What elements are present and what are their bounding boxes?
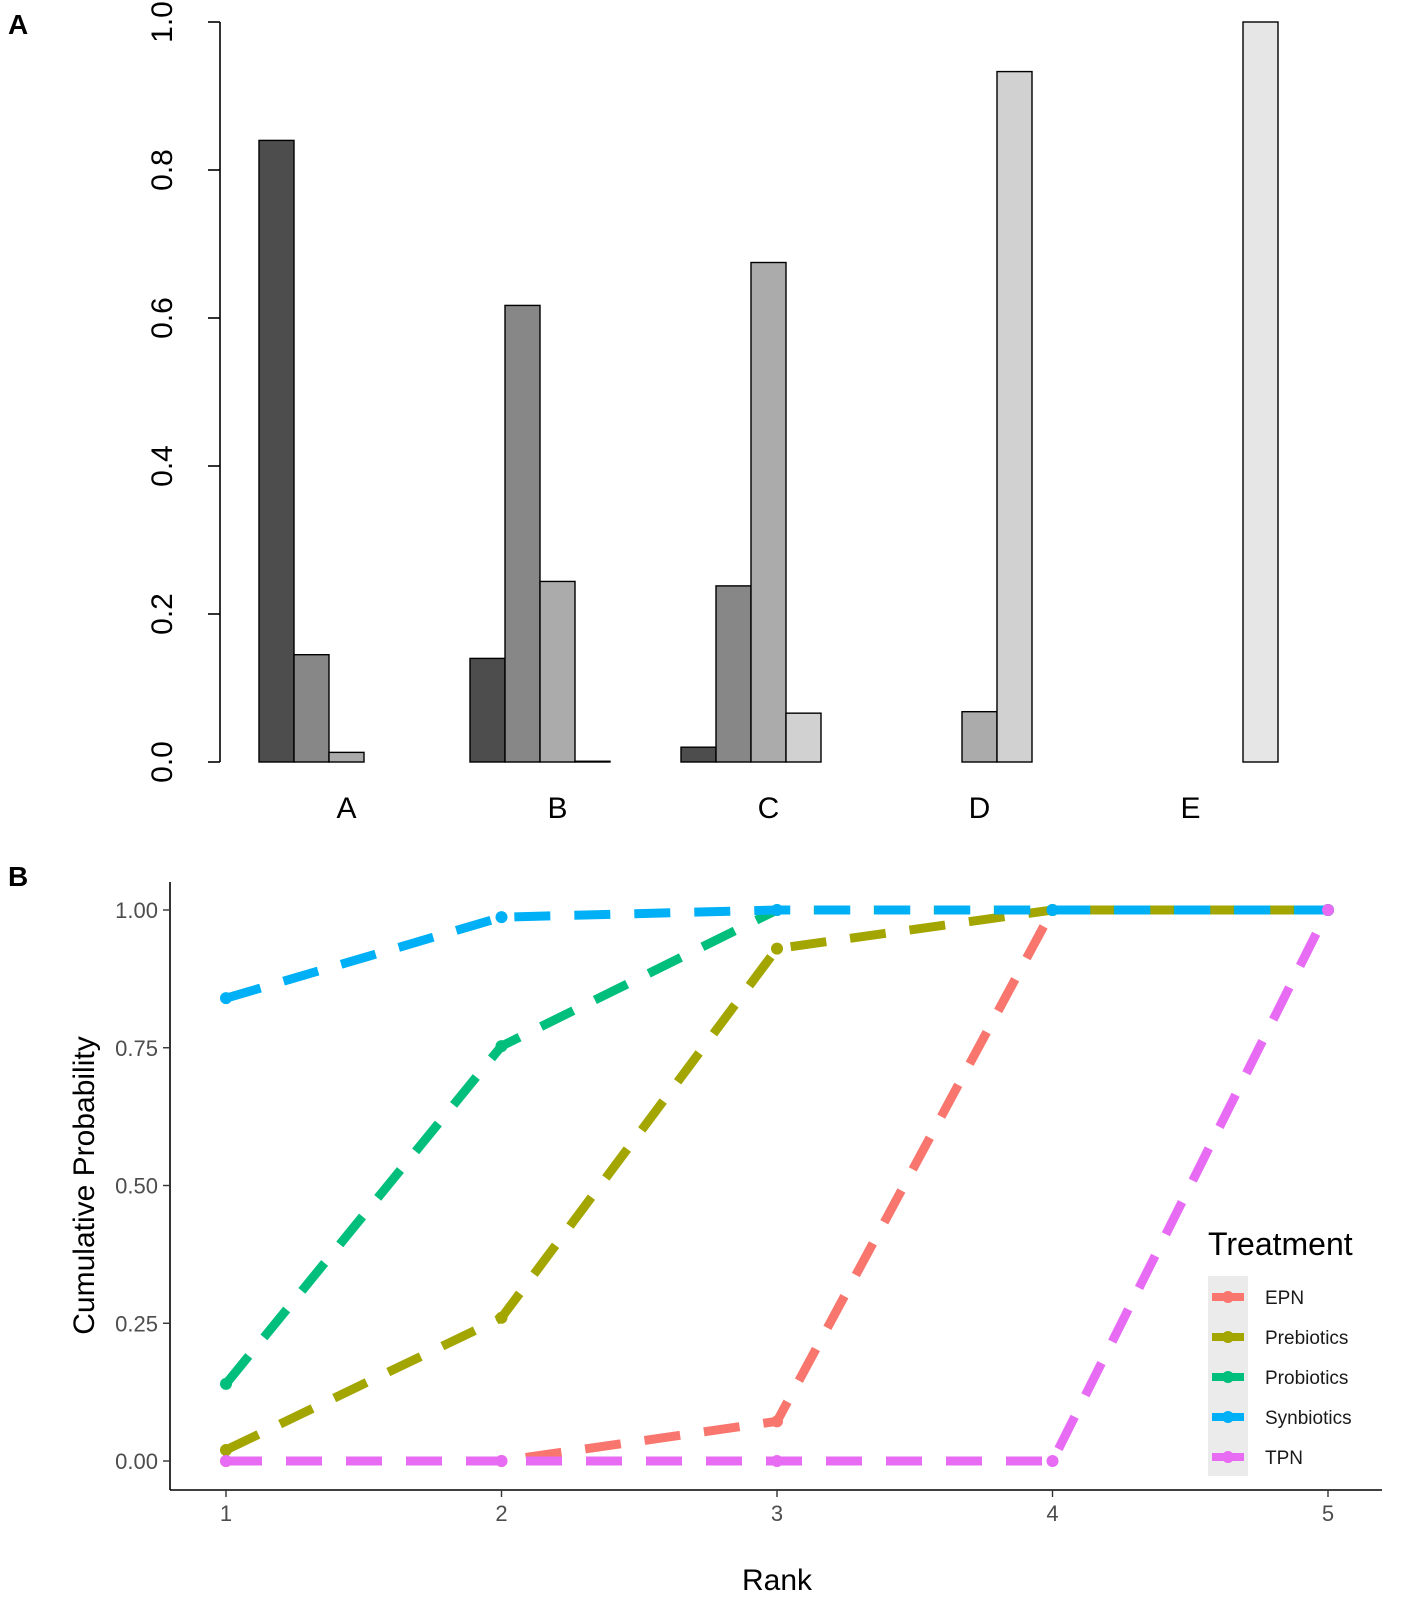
series-line-probiotics bbox=[222, 905, 1328, 1387]
x-tick-label: 3 bbox=[771, 1501, 783, 1526]
bar bbox=[996, 70, 1033, 763]
x-tick-label: 1 bbox=[220, 1501, 232, 1526]
y-tick-label: 1.00 bbox=[115, 898, 158, 923]
data-point bbox=[771, 1455, 783, 1467]
y-tick-label: 0.4 bbox=[146, 445, 179, 487]
bar bbox=[961, 710, 998, 763]
bar bbox=[539, 580, 576, 763]
panel-b-label: B bbox=[8, 861, 28, 892]
series-line-prebiotics bbox=[224, 905, 1328, 1455]
legend: Treatment EPN Prebiotics Probiotics Synbioti… bbox=[1208, 1226, 1353, 1476]
bar bbox=[504, 304, 541, 763]
bar bbox=[258, 139, 295, 763]
panel-a-bar-chart: 0.0 0.2 0.4 0.6 0.8 1.0 A B C D E bbox=[146, 1, 1279, 825]
legend-label: Synbiotics bbox=[1265, 1408, 1352, 1429]
x-tick-label: A bbox=[336, 792, 356, 825]
data-point bbox=[495, 1455, 508, 1467]
x-tick-label: 2 bbox=[495, 1501, 507, 1526]
data-point bbox=[1046, 1455, 1059, 1467]
y-tick-label: 0.50 bbox=[115, 1174, 158, 1199]
x-tick-label: E bbox=[1180, 792, 1200, 825]
x-axis-title: Rank bbox=[742, 1564, 813, 1597]
x-tick-label: 5 bbox=[1322, 1501, 1334, 1526]
legend-key-point bbox=[1222, 1411, 1234, 1423]
legend-key-point bbox=[1222, 1451, 1234, 1463]
bar bbox=[785, 712, 822, 763]
bar bbox=[293, 654, 330, 763]
bar bbox=[328, 751, 365, 763]
data-point bbox=[495, 911, 508, 924]
y-tick-label: 0.2 bbox=[146, 593, 179, 635]
data-point bbox=[495, 1040, 508, 1053]
bar bbox=[1242, 21, 1279, 763]
data-point bbox=[1322, 904, 1334, 916]
legend-label: TPN bbox=[1265, 1448, 1303, 1469]
bar bbox=[715, 585, 752, 763]
legend-key-point bbox=[1222, 1331, 1234, 1343]
legend-title: Treatment bbox=[1208, 1226, 1353, 1262]
x-tick-label: B bbox=[547, 792, 567, 825]
data-point bbox=[771, 942, 783, 955]
legend-label: Prebiotics bbox=[1265, 1328, 1348, 1349]
y-tick-label: 0.00 bbox=[115, 1449, 158, 1474]
bar bbox=[750, 261, 787, 763]
data-point bbox=[771, 1415, 783, 1428]
y-tick-label: 0.0 bbox=[146, 741, 179, 783]
panel-a-label: A bbox=[8, 9, 28, 40]
y-tick-label: 0.75 bbox=[115, 1036, 158, 1061]
legend-label: EPN bbox=[1265, 1288, 1304, 1309]
data-point bbox=[495, 1311, 508, 1324]
x-tick-label: D bbox=[969, 792, 991, 825]
y-tick-label: 0.25 bbox=[115, 1311, 158, 1336]
bar bbox=[680, 746, 717, 763]
data-point bbox=[771, 904, 783, 916]
legend-key-point bbox=[1222, 1291, 1234, 1303]
bar bbox=[469, 657, 506, 763]
y-axis-title: Cumulative Probability bbox=[68, 1036, 101, 1334]
legend-label: Probiotics bbox=[1265, 1368, 1348, 1389]
data-point bbox=[220, 1443, 232, 1456]
panel-b-line-chart: 0.00 0.25 0.50 0.75 1.00 1 2 3 4 5 Rank Cumulative … bbox=[68, 882, 1382, 1597]
legend-key-point bbox=[1222, 1371, 1234, 1383]
y-tick-label: 0.8 bbox=[146, 149, 179, 191]
x-tick-label: C bbox=[758, 792, 780, 825]
bar bbox=[574, 760, 611, 763]
data-point bbox=[1046, 904, 1059, 916]
data-point bbox=[220, 1377, 232, 1390]
x-tick-label: 4 bbox=[1046, 1501, 1058, 1526]
y-tick-label: 1.0 bbox=[146, 1, 179, 43]
y-tick-label: 0.6 bbox=[146, 297, 179, 339]
data-point bbox=[220, 992, 232, 1005]
data-point bbox=[220, 1455, 232, 1467]
